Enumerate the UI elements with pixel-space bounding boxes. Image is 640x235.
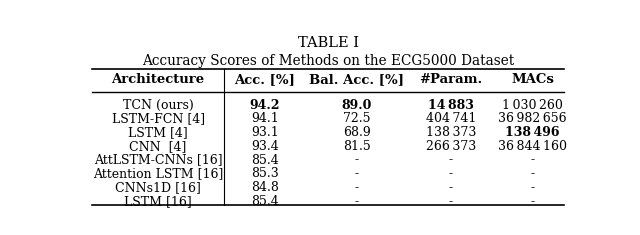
Text: -: - [531,167,534,180]
Text: 138 373: 138 373 [426,126,476,139]
Text: 36 844 160: 36 844 160 [498,140,567,153]
Text: TCN (ours): TCN (ours) [123,99,193,112]
Text: 93.4: 93.4 [251,140,278,153]
Text: TABLE I: TABLE I [298,36,358,50]
Text: -: - [449,154,453,167]
Text: Architecture: Architecture [111,73,205,86]
Text: Attention LSTM [16]: Attention LSTM [16] [93,167,223,180]
Text: -: - [449,167,453,180]
Text: 404 741: 404 741 [426,112,476,125]
Text: -: - [449,181,453,194]
Text: LSTM [4]: LSTM [4] [128,126,188,139]
Text: #Param.: #Param. [419,73,483,86]
Text: 1 030 260: 1 030 260 [502,99,563,112]
Text: Bal. Acc. [%]: Bal. Acc. [%] [309,73,404,86]
Text: CNN  [4]: CNN [4] [129,140,187,153]
Text: -: - [355,154,358,167]
Text: 36 982 656: 36 982 656 [499,112,567,125]
Text: -: - [355,167,358,180]
Text: 68.9: 68.9 [342,126,371,139]
Text: LSTM [16]: LSTM [16] [124,195,192,208]
Text: -: - [449,195,453,208]
Text: MACs: MACs [511,73,554,86]
Text: 93.1: 93.1 [251,126,278,139]
Text: -: - [531,195,534,208]
Text: 85.4: 85.4 [251,154,278,167]
Text: AttLSTM-CNNs [16]: AttLSTM-CNNs [16] [94,154,223,167]
Text: 14 883: 14 883 [428,99,474,112]
Text: 94.1: 94.1 [251,112,278,125]
Text: -: - [531,181,534,194]
Text: LSTM-FCN [4]: LSTM-FCN [4] [111,112,205,125]
Text: CNNs1D [16]: CNNs1D [16] [115,181,201,194]
Text: 84.8: 84.8 [251,181,278,194]
Text: -: - [355,181,358,194]
Text: 72.5: 72.5 [343,112,371,125]
Text: -: - [355,195,358,208]
Text: 85.4: 85.4 [251,195,278,208]
Text: Accuracy Scores of Methods on the ECG5000 Dataset: Accuracy Scores of Methods on the ECG500… [142,55,514,68]
Text: 85.3: 85.3 [251,167,278,180]
Text: -: - [531,154,534,167]
Text: Acc. [%]: Acc. [%] [234,73,295,86]
Text: 89.0: 89.0 [341,99,372,112]
Text: 266 373: 266 373 [426,140,476,153]
Text: 81.5: 81.5 [342,140,371,153]
Text: 138 496: 138 496 [506,126,560,139]
Text: 94.2: 94.2 [250,99,280,112]
